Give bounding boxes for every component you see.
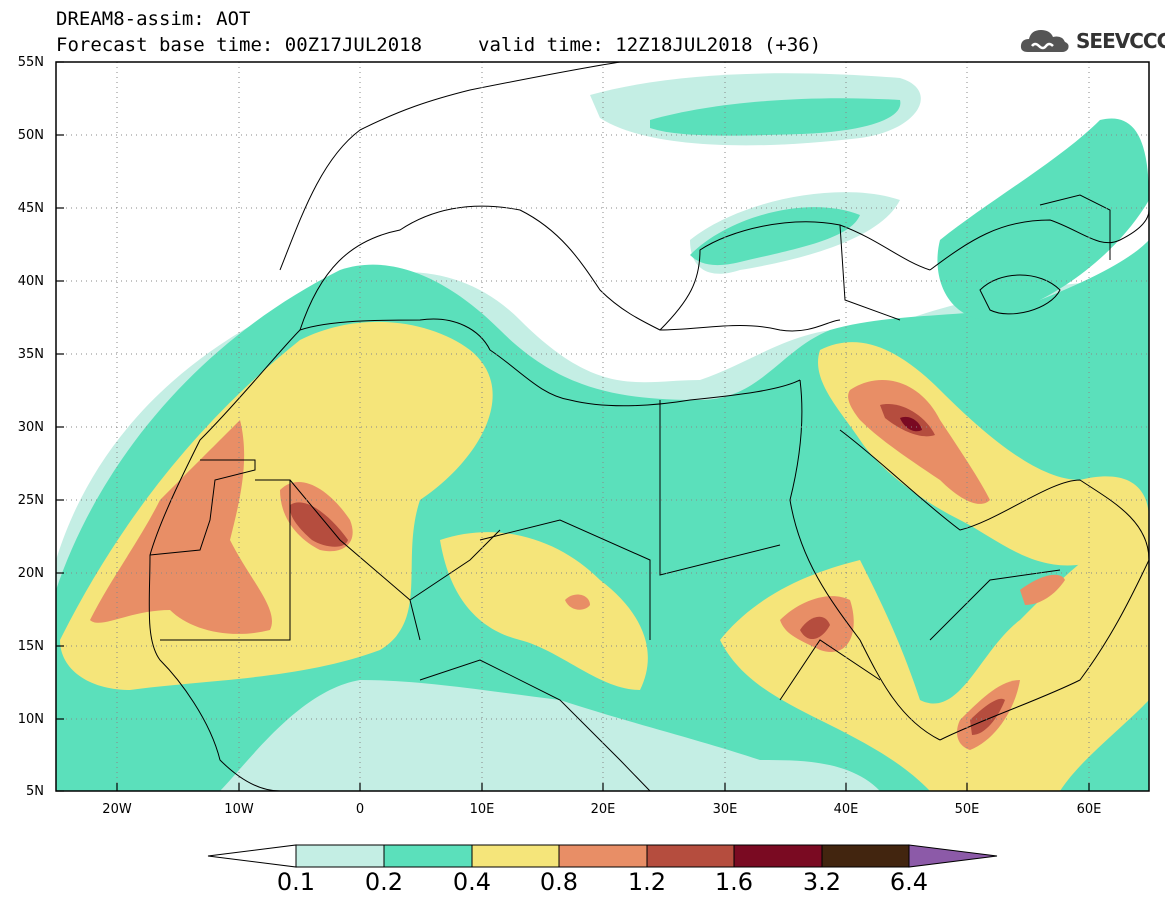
valid-time: valid time: 12Z18JUL2018 (+36) [478, 34, 822, 56]
colorbar-segment [558, 844, 648, 868]
lon-label: 10E [469, 802, 495, 817]
colorbar-segment [733, 844, 823, 868]
lon-label: 50E [954, 802, 980, 817]
aot-contour-1.2 [289, 502, 348, 547]
aot-contour-0.4 [720, 520, 1149, 791]
lat-label: 15N [17, 639, 44, 654]
colorbar-segment [383, 844, 473, 868]
colorbar-label: 0.4 [452, 868, 492, 896]
cloud-icon [1020, 30, 1069, 52]
colorbar-label: 1.6 [714, 868, 754, 896]
lat-label: 55N [17, 55, 44, 70]
aot-field [56, 73, 1149, 791]
colorbar-label: 1.2 [627, 868, 667, 896]
forecast-base-time: Forecast base time: 00Z17JUL2018 [56, 34, 423, 56]
axis-ticks [56, 61, 1090, 792]
aot-contour-0.2 [650, 98, 901, 136]
graticule [56, 62, 1149, 791]
colorbar-label: 6.4 [889, 868, 929, 896]
lon-label: 30E [712, 802, 738, 817]
lat-label: 20N [17, 566, 44, 581]
lon-label: 20E [590, 802, 616, 817]
lat-label: 5N [26, 784, 44, 799]
colorbar-segment [646, 844, 735, 868]
lon-label: 40E [833, 802, 859, 817]
logo-text: SEEVCCC [1076, 29, 1165, 53]
lat-label: 50N [17, 128, 44, 143]
colorbar-label: 0.1 [276, 868, 316, 896]
aot-contour-1.6 [900, 416, 922, 432]
aot-contour-0.8 [90, 420, 272, 634]
colorbar-segment [821, 844, 910, 868]
map-title: DREAM8-assim: AOT [56, 8, 251, 30]
aot-contour-0.2 [937, 118, 1149, 320]
lon-label: 0 [355, 802, 365, 817]
aot-contour-1.2 [800, 616, 830, 640]
aot-contour-0.4 [440, 532, 648, 690]
lon-label: 60E [1076, 802, 1102, 817]
lat-label: 30N [17, 420, 44, 435]
colorbar-label: 0.8 [539, 868, 579, 896]
colorbar-segment [471, 844, 560, 868]
lat-label: 25N [17, 493, 44, 508]
lat-label: 45N [17, 201, 44, 216]
lat-label: 40N [17, 274, 44, 289]
colorbar-segment-over [908, 844, 998, 868]
colorbar-label: 3.2 [802, 868, 842, 896]
aot-contour-0.8 [565, 594, 590, 610]
lat-label: 10N [17, 712, 44, 727]
aot-contour-1.2 [970, 698, 1005, 735]
colorbar-label: 0.2 [364, 868, 404, 896]
lon-label: 10W [224, 802, 254, 817]
lat-label: 35N [17, 347, 44, 362]
aot-contour-0.8 [1020, 574, 1065, 605]
lon-label: 20W [102, 802, 132, 817]
colorbar-segment [295, 844, 385, 868]
colorbar-segment-under [207, 844, 297, 868]
coastlines [148, 62, 1149, 791]
colorbar [207, 844, 998, 868]
seevccc-logo: SEEVCCC [1018, 24, 1165, 58]
